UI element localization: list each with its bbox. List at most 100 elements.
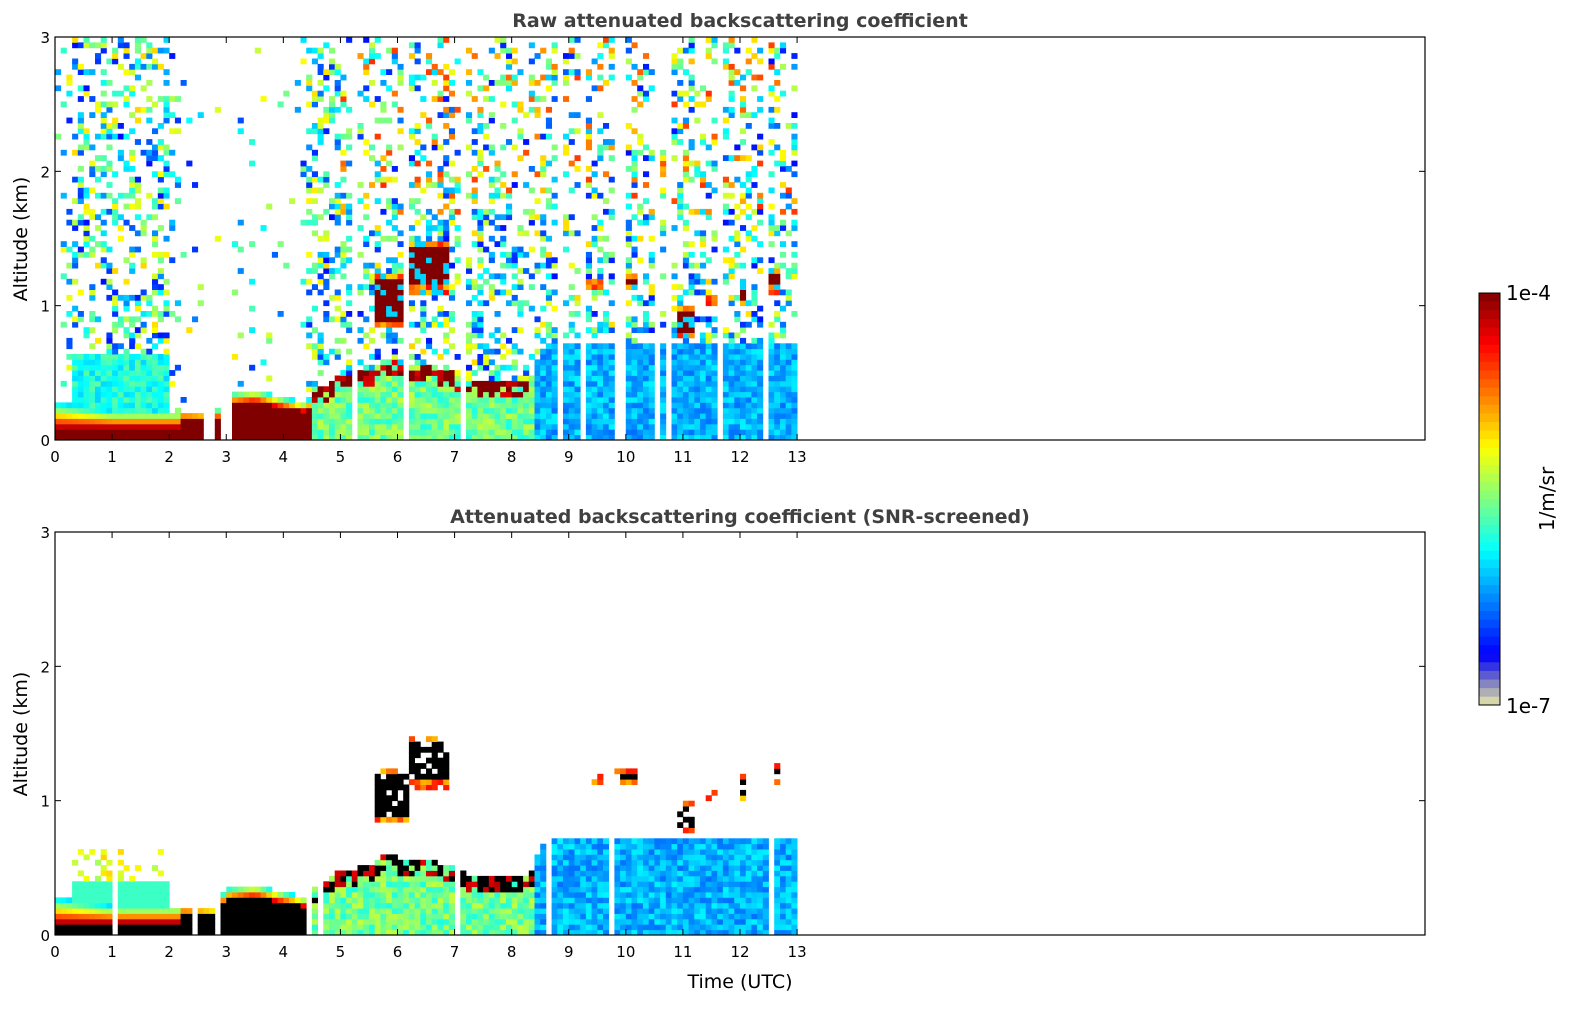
heatmap-cell	[374, 96, 381, 102]
heatmap-cell	[334, 407, 341, 414]
heatmap-cell	[100, 128, 107, 135]
heatmap-cell	[660, 429, 667, 436]
heatmap-cell	[157, 332, 164, 339]
heatmap-cell	[540, 886, 547, 893]
heatmap-cell	[534, 230, 541, 237]
heatmap-cell	[397, 924, 404, 931]
heatmap-cell	[563, 332, 570, 339]
heatmap-cell	[380, 311, 387, 317]
heatmap-cell	[260, 929, 267, 936]
heatmap-cell	[585, 929, 592, 936]
heatmap-cell	[100, 171, 107, 178]
heatmap-cell	[323, 354, 330, 360]
heatmap-cell	[603, 913, 610, 920]
heatmap-cell	[414, 407, 421, 414]
heatmap-cell	[414, 875, 421, 882]
heatmap-cell	[494, 407, 501, 414]
heatmap-cell	[563, 859, 570, 866]
heatmap-cell	[454, 187, 461, 194]
heatmap-cell	[237, 429, 244, 436]
heatmap-cell	[277, 892, 284, 898]
heatmap-cell	[551, 80, 558, 86]
heatmap-cell	[488, 892, 495, 898]
heatmap-cell	[774, 429, 781, 436]
heatmap-cell	[774, 69, 781, 75]
heatmap-cell	[585, 870, 592, 877]
heatmap-cell	[637, 423, 644, 430]
heatmap-cell	[334, 902, 341, 909]
heatmap-cell	[408, 74, 415, 81]
heatmap-cell	[311, 918, 318, 925]
heatmap-cell	[585, 241, 592, 247]
heatmap-cell	[671, 402, 678, 409]
heatmap-cell	[117, 133, 124, 140]
heatmap-cell	[768, 429, 775, 436]
heatmap-cell	[271, 924, 278, 931]
heatmap-cell	[431, 397, 438, 403]
heatmap-cell	[100, 80, 107, 86]
heatmap-cell	[728, 294, 735, 301]
heatmap-cell	[174, 364, 181, 371]
heatmap-cell	[728, 380, 735, 387]
heatmap-cell	[134, 182, 141, 188]
heatmap-cell	[157, 96, 164, 102]
heatmap-cell	[163, 391, 170, 398]
heatmap-cell	[351, 918, 358, 925]
heatmap-cell	[643, 182, 650, 188]
heatmap-cell	[631, 370, 638, 376]
heatmap-cell	[637, 370, 644, 376]
heatmap-cell	[597, 924, 604, 931]
heatmap-cell	[466, 918, 473, 925]
heatmap-cell	[506, 897, 513, 904]
heatmap-cell	[471, 321, 478, 328]
heatmap-cell	[540, 843, 547, 850]
heatmap-cell	[408, 268, 415, 274]
heatmap-cell	[528, 74, 535, 81]
heatmap-cell	[614, 865, 621, 871]
heatmap-cell	[648, 380, 655, 387]
heatmap-cell	[585, 348, 592, 355]
heatmap-cell	[112, 214, 119, 221]
heatmap-cell	[585, 96, 592, 102]
heatmap-cell	[625, 843, 632, 850]
heatmap-cell	[329, 413, 336, 419]
heatmap-cell	[174, 176, 181, 183]
heatmap-cell	[568, 294, 575, 301]
heatmap-cell	[391, 305, 398, 312]
heatmap-cell	[528, 166, 535, 172]
heatmap-cell	[745, 418, 752, 425]
heatmap-cell	[117, 849, 124, 855]
heatmap-cell	[751, 144, 758, 151]
heatmap-cell	[386, 321, 393, 328]
heatmap-cell	[643, 321, 650, 328]
heatmap-cell	[671, 63, 678, 70]
heatmap-cell	[129, 262, 136, 269]
heatmap-cell	[380, 811, 387, 818]
heatmap-cell	[140, 418, 147, 425]
heatmap-cell	[380, 924, 387, 931]
heatmap-cell	[448, 187, 455, 194]
heatmap-cell	[426, 908, 433, 914]
heatmap-cell	[106, 364, 113, 371]
heatmap-cell	[420, 773, 427, 780]
heatmap-cell	[77, 149, 84, 156]
heatmap-cell	[471, 284, 478, 290]
heatmap-cell	[357, 182, 364, 188]
heatmap-cell	[483, 364, 490, 371]
heatmap-cell	[300, 278, 307, 285]
heatmap-cell	[311, 913, 318, 920]
heatmap-cell	[289, 902, 296, 909]
heatmap-cell	[391, 337, 398, 344]
heatmap-cell	[374, 875, 381, 882]
heatmap-cell	[369, 337, 376, 344]
heatmap-cell	[420, 278, 427, 285]
heatmap-cell	[745, 58, 752, 65]
heatmap-cell	[471, 198, 478, 204]
heatmap-cell	[631, 913, 638, 920]
heatmap-cell	[568, 407, 575, 414]
heatmap-cell	[494, 434, 501, 441]
heatmap-cell	[386, 160, 393, 167]
heatmap-cell	[557, 892, 564, 898]
heatmap-cell	[603, 391, 610, 398]
heatmap-cell	[112, 418, 119, 425]
